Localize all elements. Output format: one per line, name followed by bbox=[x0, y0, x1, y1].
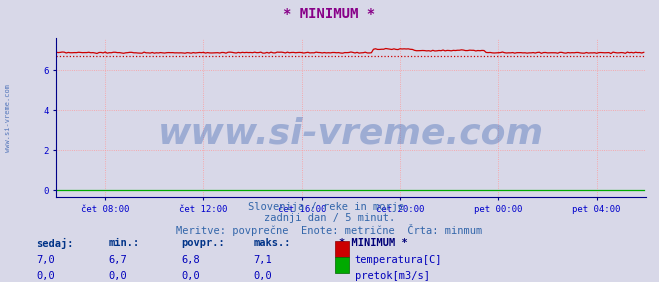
Text: 6,8: 6,8 bbox=[181, 255, 200, 265]
Text: * MINIMUM *: * MINIMUM * bbox=[283, 7, 376, 21]
Text: 0,0: 0,0 bbox=[36, 271, 55, 281]
Text: 0,0: 0,0 bbox=[109, 271, 127, 281]
Text: povpr.:: povpr.: bbox=[181, 238, 225, 248]
Text: sedaj:: sedaj: bbox=[36, 238, 74, 249]
Text: 7,1: 7,1 bbox=[254, 255, 272, 265]
Text: min.:: min.: bbox=[109, 238, 140, 248]
Text: pretok[m3/s]: pretok[m3/s] bbox=[355, 271, 430, 281]
Text: * MINIMUM *: * MINIMUM * bbox=[339, 238, 408, 248]
Text: 0,0: 0,0 bbox=[254, 271, 272, 281]
Text: maks.:: maks.: bbox=[254, 238, 291, 248]
Text: 7,0: 7,0 bbox=[36, 255, 55, 265]
Text: www.si-vreme.com: www.si-vreme.com bbox=[158, 117, 544, 151]
Text: Slovenija / reke in morje.: Slovenija / reke in morje. bbox=[248, 202, 411, 212]
Text: Meritve: povprečne  Enote: metrične  Črta: minmum: Meritve: povprečne Enote: metrične Črta:… bbox=[177, 224, 482, 236]
Text: 0,0: 0,0 bbox=[181, 271, 200, 281]
Text: zadnji dan / 5 minut.: zadnji dan / 5 minut. bbox=[264, 213, 395, 223]
Text: 6,7: 6,7 bbox=[109, 255, 127, 265]
Text: www.si-vreme.com: www.si-vreme.com bbox=[5, 84, 11, 153]
Text: temperatura[C]: temperatura[C] bbox=[355, 255, 442, 265]
